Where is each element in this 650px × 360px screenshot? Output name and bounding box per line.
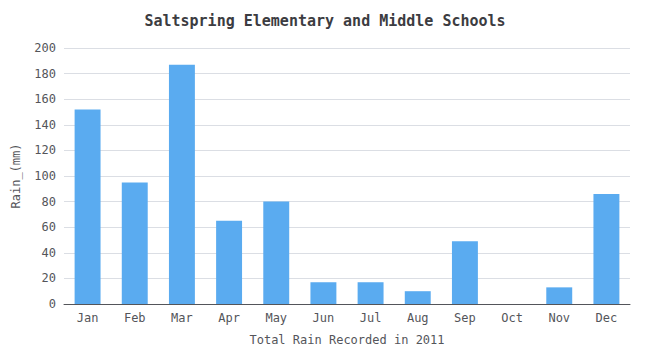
svg-text:Nov: Nov <box>548 311 570 325</box>
svg-text:80: 80 <box>42 195 56 209</box>
svg-text:Sep: Sep <box>454 311 476 325</box>
svg-text:Aug: Aug <box>407 311 429 325</box>
svg-text:200: 200 <box>34 41 56 55</box>
svg-text:60: 60 <box>42 220 56 234</box>
svg-text:Saltspring Elementary and Midd: Saltspring Elementary and Middle Schools <box>144 12 505 30</box>
svg-text:40: 40 <box>42 246 56 260</box>
svg-text:Apr: Apr <box>218 311 240 325</box>
svg-text:Feb: Feb <box>124 311 146 325</box>
svg-text:Rain_(mm): Rain_(mm) <box>9 143 23 208</box>
svg-text:Oct: Oct <box>501 311 523 325</box>
svg-text:Jul: Jul <box>360 311 382 325</box>
svg-text:140: 140 <box>34 118 56 132</box>
svg-text:Jan: Jan <box>77 311 99 325</box>
svg-text:Mar: Mar <box>171 311 193 325</box>
svg-text:Dec: Dec <box>596 311 618 325</box>
svg-text:Total Rain Recorded in 2011: Total Rain Recorded in 2011 <box>249 333 444 347</box>
svg-text:120: 120 <box>34 143 56 157</box>
svg-text:20: 20 <box>42 271 56 285</box>
svg-text:Jun: Jun <box>313 311 335 325</box>
svg-text:0: 0 <box>49 297 56 311</box>
svg-text:160: 160 <box>34 92 56 106</box>
svg-text:180: 180 <box>34 67 56 81</box>
svg-text:100: 100 <box>34 169 56 183</box>
svg-text:May: May <box>265 311 287 325</box>
